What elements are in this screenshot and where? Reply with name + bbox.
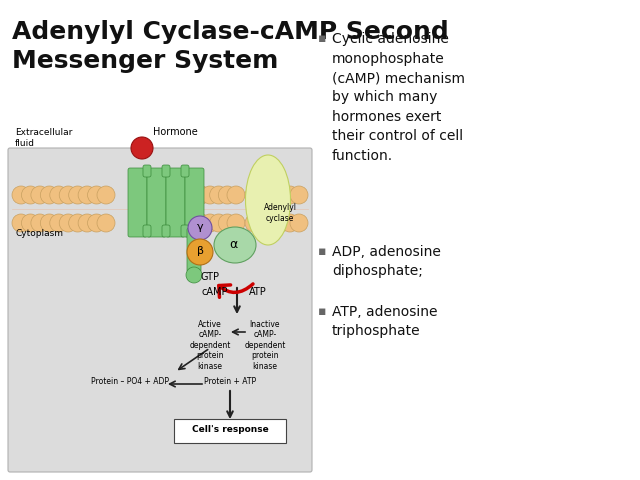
Circle shape	[193, 214, 211, 232]
Circle shape	[12, 186, 30, 204]
Circle shape	[281, 186, 299, 204]
Circle shape	[97, 214, 115, 232]
FancyBboxPatch shape	[185, 168, 204, 237]
Circle shape	[60, 214, 77, 232]
Text: β: β	[196, 246, 204, 256]
Ellipse shape	[246, 155, 291, 245]
Circle shape	[218, 186, 236, 204]
Circle shape	[78, 186, 96, 204]
Circle shape	[254, 214, 272, 232]
Circle shape	[290, 214, 308, 232]
Text: Cyclic adenosine
monophosphate
(cAMP) mechanism
by which many
hormones exert
the: Cyclic adenosine monophosphate (cAMP) me…	[332, 32, 465, 163]
Circle shape	[131, 137, 153, 159]
Circle shape	[245, 186, 263, 204]
Circle shape	[50, 214, 68, 232]
Circle shape	[88, 186, 106, 204]
Circle shape	[193, 186, 211, 204]
Circle shape	[245, 214, 263, 232]
Circle shape	[175, 214, 193, 232]
Text: α: α	[229, 238, 237, 251]
Circle shape	[31, 186, 49, 204]
Circle shape	[227, 214, 245, 232]
Circle shape	[31, 214, 49, 232]
FancyBboxPatch shape	[174, 419, 286, 443]
Text: ▪: ▪	[318, 245, 326, 258]
Circle shape	[22, 214, 40, 232]
Text: Protein – PO4 + ADP: Protein – PO4 + ADP	[91, 377, 169, 386]
Circle shape	[254, 186, 272, 204]
Circle shape	[12, 214, 30, 232]
Circle shape	[50, 186, 68, 204]
Circle shape	[272, 214, 290, 232]
Circle shape	[263, 214, 281, 232]
FancyBboxPatch shape	[181, 225, 189, 237]
Circle shape	[68, 186, 86, 204]
Circle shape	[22, 186, 40, 204]
Text: Adenylyl Cyclase-cAMP Second
Messenger System: Adenylyl Cyclase-cAMP Second Messenger S…	[12, 20, 449, 73]
Circle shape	[175, 186, 193, 204]
Text: ATP: ATP	[249, 287, 267, 297]
Text: ▪: ▪	[318, 32, 326, 45]
Circle shape	[281, 214, 299, 232]
Circle shape	[201, 214, 219, 232]
FancyArrowPatch shape	[219, 284, 253, 297]
Text: Inactive
cAMP-
dependent
protein
kinase: Inactive cAMP- dependent protein kinase	[244, 320, 285, 371]
Circle shape	[218, 214, 236, 232]
FancyBboxPatch shape	[187, 228, 201, 272]
Circle shape	[60, 186, 77, 204]
Text: Cytoplasm: Cytoplasm	[15, 229, 63, 239]
FancyBboxPatch shape	[162, 165, 170, 177]
Circle shape	[68, 214, 86, 232]
Ellipse shape	[214, 227, 256, 263]
FancyBboxPatch shape	[128, 168, 147, 237]
FancyBboxPatch shape	[166, 168, 185, 237]
Text: cAMP: cAMP	[202, 287, 228, 297]
Circle shape	[188, 216, 212, 240]
Circle shape	[227, 186, 245, 204]
FancyBboxPatch shape	[162, 225, 170, 237]
Circle shape	[201, 186, 219, 204]
Text: ▪: ▪	[318, 305, 326, 318]
Text: ADP, adenosine
diphosphate;: ADP, adenosine diphosphate;	[332, 245, 441, 278]
Circle shape	[40, 214, 58, 232]
Text: GTP: GTP	[200, 272, 220, 282]
Circle shape	[186, 267, 202, 283]
Text: Cell's response: Cell's response	[191, 425, 268, 434]
Circle shape	[272, 186, 290, 204]
FancyBboxPatch shape	[181, 165, 189, 177]
Text: Adenylyl
cyclase: Adenylyl cyclase	[264, 204, 296, 223]
Circle shape	[290, 186, 308, 204]
FancyBboxPatch shape	[143, 165, 151, 177]
FancyBboxPatch shape	[143, 225, 151, 237]
Text: ATP, adenosine
triphosphate: ATP, adenosine triphosphate	[332, 305, 438, 338]
Text: Active
cAMP-
dependent
protein
kinase: Active cAMP- dependent protein kinase	[189, 320, 230, 371]
Text: Protein + ATP: Protein + ATP	[204, 377, 256, 386]
Circle shape	[88, 214, 106, 232]
Text: γ: γ	[196, 222, 204, 232]
Text: Hormone: Hormone	[152, 127, 197, 137]
Circle shape	[210, 186, 228, 204]
Circle shape	[263, 186, 281, 204]
Text: Extracellular
fluid: Extracellular fluid	[15, 128, 72, 148]
Circle shape	[184, 186, 202, 204]
Circle shape	[78, 214, 96, 232]
FancyBboxPatch shape	[147, 168, 166, 237]
Circle shape	[40, 186, 58, 204]
Circle shape	[97, 186, 115, 204]
Circle shape	[210, 214, 228, 232]
Circle shape	[187, 239, 213, 265]
FancyBboxPatch shape	[8, 148, 312, 472]
Circle shape	[184, 214, 202, 232]
